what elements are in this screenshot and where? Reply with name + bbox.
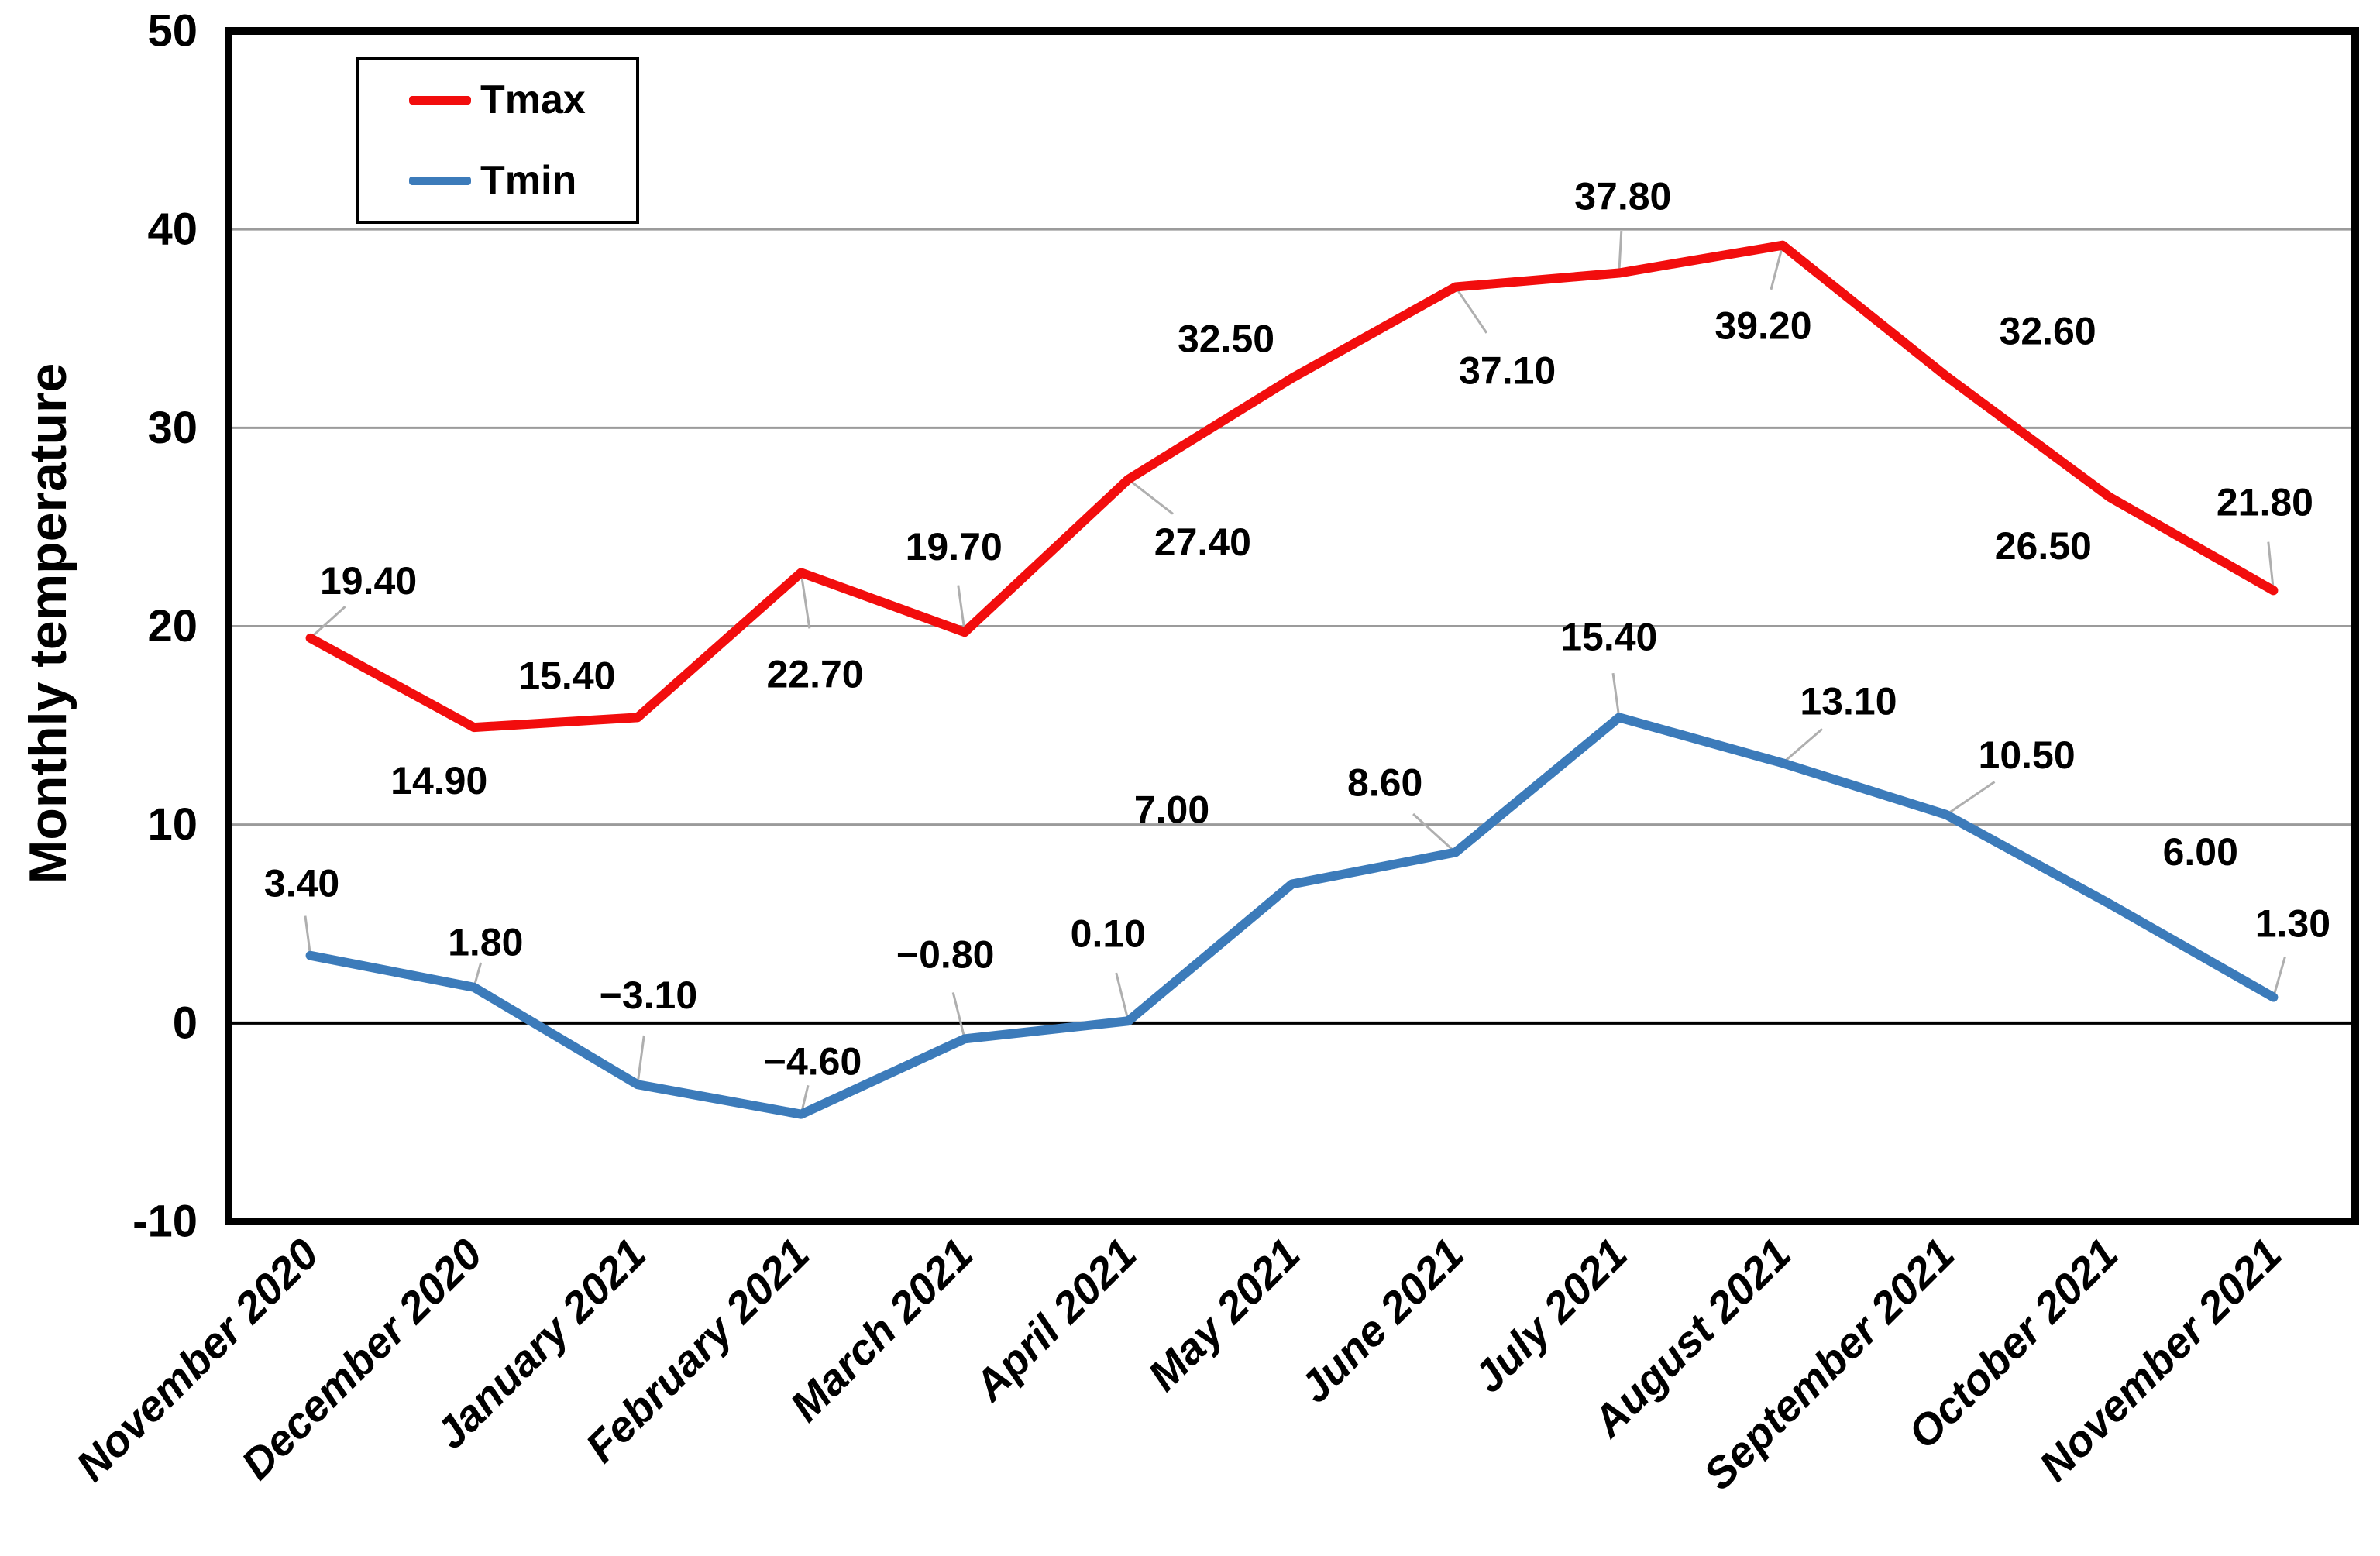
tmax-data-label: 15.40 [518,654,615,697]
tmin-data-label: 10.50 [1979,733,2076,777]
leader-line [1115,972,1130,1022]
leader-line [951,992,966,1039]
x-tick-label: July 2021 [1463,1229,1636,1402]
leader-line [1412,812,1457,854]
tmax-data-label: 32.60 [2000,310,2096,353]
tmax-data-label: 26.50 [1995,524,2092,568]
leader-line [636,1035,645,1085]
tmin-data-label: 3.40 [264,862,339,905]
leader-line [2267,541,2275,591]
tmin-data-label: 1.80 [448,921,523,964]
leader-line [1781,728,1823,764]
x-tick-label: April 2021 [964,1229,1146,1411]
plot-border [225,27,2359,1225]
tmin-data-label: 6.00 [2163,830,2238,874]
y-tick-label: 20 [147,601,198,651]
tmax-line [305,240,2279,733]
leader-line [304,915,312,956]
tmax-line-swatch [409,95,471,105]
legend-label-tmin: Tmin [480,158,577,203]
y-tick-label: 40 [147,204,198,255]
leader-line [1127,478,1174,515]
leader-line [1611,672,1621,718]
tmax-data-label: 37.80 [1574,175,1671,218]
legend-item-tmax: Tmax [409,80,636,120]
leader-line [309,606,346,639]
tmin-data-label: 0.10 [1071,912,1146,955]
y-tick-label: 50 [147,6,198,57]
tmax-data-label: 32.50 [1178,317,1274,360]
y-tick-label: -10 [132,1197,198,1247]
leader-line [1945,781,1996,816]
tmax-data-label: 21.80 [2217,480,2313,524]
leader-line [1770,245,1784,290]
tmin-line [305,713,2279,1119]
tmax-data-label: 19.70 [906,525,1003,568]
tmax-data-label: 37.10 [1459,349,1556,392]
y-axis-title: Monthly temperature [19,362,77,884]
tmin-data-label: −0.80 [896,933,995,976]
tmin-data-label: −3.10 [600,974,698,1017]
tmax-data-label: 27.40 [1154,520,1251,564]
leader-line [957,585,966,633]
tmin-data-label: 8.60 [1347,761,1422,805]
tmin-data-label: −4.60 [764,1040,862,1084]
tmin-data-label: 7.00 [1134,788,1209,832]
leader-line [1454,286,1488,334]
tmax-data-label: 39.20 [1714,304,1811,348]
leader-line [2272,956,2286,998]
tmin-data-label: 13.10 [1800,679,1897,723]
x-tick-label: May 2021 [1138,1229,1309,1400]
y-tick-label: 30 [147,403,198,453]
tmax-data-label: 19.40 [320,559,417,603]
tmin-data-label: 1.30 [2255,902,2330,946]
x-tick-label: June 2021 [1290,1229,1473,1412]
legend: Tmax Tmin [356,57,639,224]
y-tick-label: 10 [147,799,198,850]
legend-item-tmin: Tmin [409,160,636,201]
tmin-data-label: 15.40 [1560,615,1657,658]
tmax-data-label: 14.90 [390,759,487,802]
legend-label-tmax: Tmax [480,77,586,122]
tmin-line-swatch [409,176,471,185]
tmax-data-label: 22.70 [766,652,863,696]
leader-line [1618,230,1623,273]
y-tick-label: 0 [173,998,198,1048]
leader-line [800,572,811,629]
